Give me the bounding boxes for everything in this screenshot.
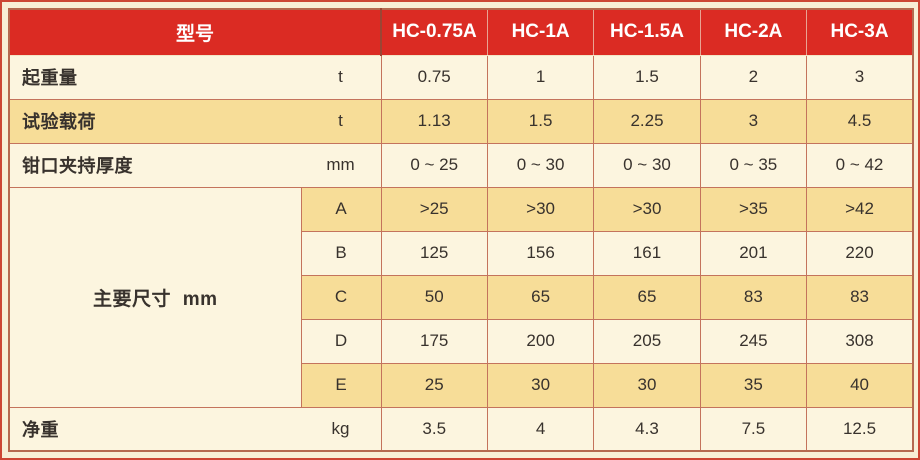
cell-value: 0 ~ 30 (593, 142, 701, 188)
cell-value: 201 (699, 230, 808, 276)
cell-value: 65 (593, 274, 701, 320)
row-dimension-a: 主要尺寸 mm A >25 >30 >30 >35 >42 (8, 186, 914, 408)
row-unit: t (338, 67, 343, 86)
dimension-name: C (300, 274, 382, 320)
cell-value: 1 (486, 54, 595, 100)
cell-value: 4.3 (593, 406, 701, 452)
cell-value: 175 (380, 318, 488, 364)
cell-value: >35 (699, 186, 808, 232)
cell-value: 3 (699, 98, 808, 144)
table-header-row: 型号 HC-0.75A HC-1A HC-1.5A HC-2A HC-3A (9, 9, 913, 56)
cell-value: 2 (699, 54, 808, 100)
lifting-capacity-label-cell: 起重量 t (8, 54, 382, 100)
row-label: 试验载荷 (22, 112, 96, 132)
cell-value: 3 (806, 54, 914, 100)
cell-value: 50 (380, 274, 488, 320)
row-net-weight: 净重 kg 3.5 4 4.3 7.5 12.5 (8, 406, 914, 452)
test-load-label-cell: 试验载荷 t (8, 98, 382, 144)
cell-value: 4.5 (806, 98, 914, 144)
cell-value: 30 (593, 362, 701, 408)
dimension-name: B (300, 230, 382, 276)
net-weight-label-cell: 净重 kg (8, 406, 382, 452)
cell-value: 7.5 (699, 406, 808, 452)
dimension-name: E (300, 362, 382, 408)
header-model-hc-1a: HC-1A (486, 9, 594, 56)
cell-value: >30 (486, 186, 595, 232)
spec-table: 型号 HC-0.75A HC-1A HC-1.5A HC-2A HC-3A 起重… (8, 8, 914, 452)
cell-value: 0 ~ 30 (486, 142, 595, 188)
row-dimension-e: E 25 30 30 35 40 (9, 362, 914, 408)
cell-value: 0 ~ 42 (806, 142, 914, 188)
header-model-label: 型号 (9, 9, 382, 56)
header-model-hc-2a: HC-2A (699, 9, 807, 56)
cell-value: 1.5 (486, 98, 595, 144)
row-unit: kg (331, 418, 350, 438)
cell-value: 161 (593, 230, 701, 276)
cell-value: 156 (486, 230, 595, 276)
cell-value: 0 ~ 25 (380, 142, 488, 188)
cell-value: >30 (593, 186, 701, 232)
cell-value: 125 (380, 230, 488, 276)
cell-value: 83 (699, 274, 808, 320)
cell-value: 12.5 (806, 406, 914, 452)
cell-value: 0 ~ 35 (699, 142, 808, 188)
row-label: 起重量 (22, 68, 78, 88)
cell-value: 1.5 (593, 54, 701, 100)
cell-value: >42 (806, 186, 914, 232)
cell-value: 83 (806, 274, 914, 320)
cell-value: 4 (486, 406, 595, 452)
row-lifting-capacity: 起重量 t 0.75 1 1.5 2 3 (8, 54, 914, 100)
cell-value: 3.5 (380, 406, 488, 452)
row-jaw-clamping-thickness: 钳口夹持厚度 mm 0 ~ 25 0 ~ 30 0 ~ 30 0 ~ 35 0 … (8, 142, 914, 188)
cell-value: >25 (380, 186, 488, 232)
jaw-thickness-label-cell: 钳口夹持厚度 mm (8, 142, 382, 188)
cell-value: 205 (593, 318, 701, 364)
header-model-hc-3a: HC-3A (806, 9, 913, 56)
row-unit: mm (326, 155, 355, 174)
cell-value: 0.75 (380, 54, 488, 100)
main-dimensions-label: 主要尺寸 mm (8, 186, 302, 408)
row-dimension-b: B 125 156 161 201 220 (9, 230, 914, 276)
dimension-name: A (300, 186, 382, 232)
cell-value: 65 (486, 274, 595, 320)
row-test-load: 试验载荷 t 1.13 1.5 2.25 3 4.5 (8, 98, 914, 144)
cell-value: 40 (806, 362, 914, 408)
cell-value: 220 (806, 230, 914, 276)
dimension-name: D (300, 318, 382, 364)
header-model-hc-075a: HC-0.75A (380, 9, 488, 56)
cell-value: 1.13 (380, 98, 488, 144)
cell-value: 245 (699, 318, 808, 364)
cell-value: 200 (486, 318, 595, 364)
cell-value: 25 (380, 362, 488, 408)
cell-value: 2.25 (593, 98, 701, 144)
cell-value: 308 (806, 318, 914, 364)
row-unit: t (338, 111, 343, 130)
cell-value: 30 (486, 362, 595, 408)
header-model-hc-15a: HC-1.5A (593, 9, 701, 56)
cell-value: 35 (699, 362, 808, 408)
row-label: 净重 (22, 419, 59, 440)
row-label: 钳口夹持厚度 (22, 156, 133, 176)
